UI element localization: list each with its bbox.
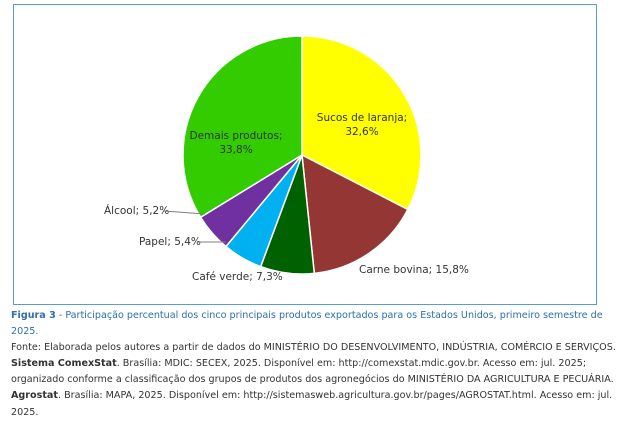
figure-caption: Figura 3 - Participação percentual dos c… — [11, 308, 617, 421]
pie-slice-carne-bovina — [301, 153, 409, 275]
pie-slices — [182, 35, 422, 275]
pie-slice-sucos-de-laranja — [301, 35, 422, 211]
figure-title: - Participação percentual dos cinco prin… — [11, 310, 603, 338]
label-demais-line2: 33,8% — [219, 144, 252, 156]
label-carne: Carne bovina; 15,8% — [359, 264, 469, 276]
label-demais-line1: Demais produtos; — [190, 130, 283, 142]
label-alcool: Álcool; 5,2% — [104, 204, 169, 217]
label-papel: Papel; 5,4% — [139, 236, 201, 248]
caption-title: Figura 3 - Participação percentual dos c… — [11, 308, 617, 340]
leader-line-alcool — [163, 210, 206, 215]
source-comexstat: Sistema ComexStat — [11, 358, 117, 370]
caption-source: Fonte: Elaborada pelos autores a partir … — [11, 340, 617, 420]
label-sucos-line1: Sucos de laranja; — [317, 112, 407, 124]
source-end: . Brasília: MAPA, 2025. Disponível em: h… — [11, 390, 613, 418]
label-cafe: Café verde; 7,3% — [192, 271, 283, 283]
source-mid: . Brasília: MDIC: SECEX, 2025. Disponíve… — [11, 358, 614, 386]
pie-chart: Sucos de laranja; 32,6% Carne bovina; 15… — [104, 35, 469, 283]
label-sucos-line2: 32,6% — [345, 126, 378, 138]
figure-label: Figura 3 — [11, 310, 56, 321]
pie-slice-demais-produtos — [182, 35, 303, 219]
source-agrostat: Agrostat — [11, 390, 58, 402]
source-prefix: Fonte: Elaborada pelos autores a partir … — [11, 342, 616, 354]
